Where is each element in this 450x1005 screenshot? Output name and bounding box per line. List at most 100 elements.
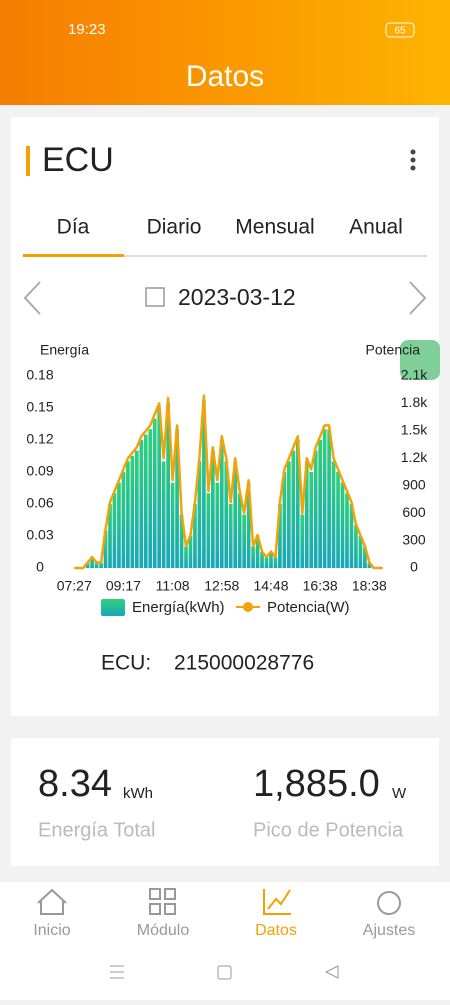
bar bbox=[135, 450, 139, 568]
bar bbox=[251, 546, 255, 568]
status-time: 19:23 bbox=[68, 21, 106, 38]
tab-divider bbox=[23, 255, 427, 257]
y2-tick-label: 300 bbox=[402, 531, 426, 547]
bar bbox=[108, 504, 112, 568]
peak-value: 1,885.0 bbox=[253, 763, 380, 805]
tab[interactable]: Día bbox=[57, 216, 90, 239]
tab[interactable]: Diario bbox=[147, 216, 202, 239]
y-tick-label: 0.09 bbox=[26, 463, 53, 479]
peak-label: Pico de Potencia bbox=[253, 819, 404, 841]
y2-tick-label: 1.5k bbox=[401, 422, 428, 438]
y-tick-label: 0.18 bbox=[26, 367, 53, 383]
home-icon[interactable] bbox=[37, 888, 67, 915]
chart-card bbox=[11, 117, 439, 716]
power-line bbox=[74, 394, 383, 570]
energy-label: Energía Total bbox=[38, 819, 156, 841]
bar bbox=[179, 514, 184, 568]
nav-label[interactable]: Inicio bbox=[33, 922, 70, 939]
bottom-nav bbox=[0, 882, 450, 1000]
bar bbox=[336, 472, 340, 568]
y2-axis-label: Potencia bbox=[366, 342, 421, 358]
bar bbox=[197, 461, 202, 568]
bar bbox=[126, 461, 130, 568]
nav-label[interactable]: Datos bbox=[255, 922, 297, 939]
bar bbox=[327, 429, 331, 568]
bar bbox=[278, 504, 282, 568]
y-tick-label: 0 bbox=[36, 559, 44, 575]
tab-indicator bbox=[23, 254, 124, 257]
bar bbox=[121, 472, 126, 568]
bar bbox=[300, 514, 305, 568]
bar bbox=[161, 461, 166, 568]
bar bbox=[309, 472, 314, 568]
bar bbox=[313, 450, 318, 568]
y2-tick-label: 2.1k bbox=[401, 367, 428, 383]
x-tick-label: 11:08 bbox=[156, 578, 190, 594]
bar bbox=[354, 525, 358, 568]
y2-tick-label: 600 bbox=[402, 504, 426, 520]
bar bbox=[242, 514, 246, 568]
prev-button[interactable] bbox=[23, 281, 41, 315]
bar bbox=[175, 429, 179, 568]
bar bbox=[273, 557, 278, 568]
bar bbox=[246, 482, 251, 568]
energy-value: 8.34 bbox=[38, 763, 112, 805]
float-button[interactable] bbox=[400, 340, 440, 380]
back-key[interactable] bbox=[324, 965, 339, 979]
header-bar bbox=[0, 0, 450, 105]
ecu-id: 215000028776 bbox=[174, 652, 314, 675]
y-tick-label: 0.03 bbox=[26, 527, 53, 543]
bar bbox=[117, 482, 121, 568]
bar bbox=[304, 461, 309, 568]
stats-card bbox=[11, 738, 439, 866]
home-key[interactable] bbox=[217, 965, 232, 980]
bar bbox=[188, 536, 193, 568]
calendar-icon[interactable] bbox=[145, 287, 165, 307]
bar bbox=[157, 408, 162, 568]
bar bbox=[112, 493, 117, 568]
tab[interactable]: Anual bbox=[349, 216, 403, 239]
next-button[interactable] bbox=[409, 281, 427, 315]
bar bbox=[139, 440, 144, 568]
bar bbox=[367, 562, 372, 568]
bar bbox=[215, 482, 220, 568]
bar bbox=[143, 434, 148, 568]
nav-label[interactable]: Módulo bbox=[137, 922, 190, 939]
bar bbox=[260, 552, 264, 568]
bar bbox=[148, 429, 153, 568]
bar bbox=[219, 440, 224, 568]
y-axis-label: Energía bbox=[40, 342, 89, 358]
bar bbox=[103, 530, 108, 568]
y2-tick-label: 900 bbox=[402, 476, 426, 492]
y2-tick-label: 0 bbox=[410, 559, 418, 575]
bar bbox=[193, 504, 197, 568]
module-icon[interactable] bbox=[149, 888, 176, 915]
bar bbox=[255, 536, 260, 568]
settings-icon[interactable] bbox=[377, 891, 401, 915]
x-tick-label: 12:58 bbox=[204, 578, 239, 594]
menu-button[interactable] bbox=[410, 149, 416, 171]
battery-icon bbox=[385, 22, 415, 38]
date[interactable]: 2023-03-12 bbox=[178, 284, 296, 310]
legend-swatch bbox=[243, 602, 253, 612]
bar bbox=[99, 562, 103, 568]
bar bbox=[184, 546, 188, 568]
peak-unit: W bbox=[392, 785, 407, 802]
x-tick-label: 09:17 bbox=[106, 578, 141, 594]
bar bbox=[206, 493, 211, 568]
bar bbox=[264, 557, 269, 568]
card-title: ECU bbox=[42, 141, 114, 179]
tab[interactable]: Mensual bbox=[235, 216, 314, 239]
menu-key[interactable] bbox=[110, 965, 124, 979]
x-tick-label: 14:48 bbox=[253, 578, 288, 594]
data-icon[interactable] bbox=[263, 889, 291, 915]
y-tick-label: 0.06 bbox=[26, 495, 53, 511]
bar bbox=[349, 504, 354, 568]
y2-tick-label: 1.8k bbox=[401, 394, 428, 410]
nav-label[interactable]: Ajustes bbox=[363, 922, 415, 939]
bar bbox=[94, 562, 99, 568]
bar bbox=[224, 461, 229, 568]
bar bbox=[282, 472, 287, 568]
